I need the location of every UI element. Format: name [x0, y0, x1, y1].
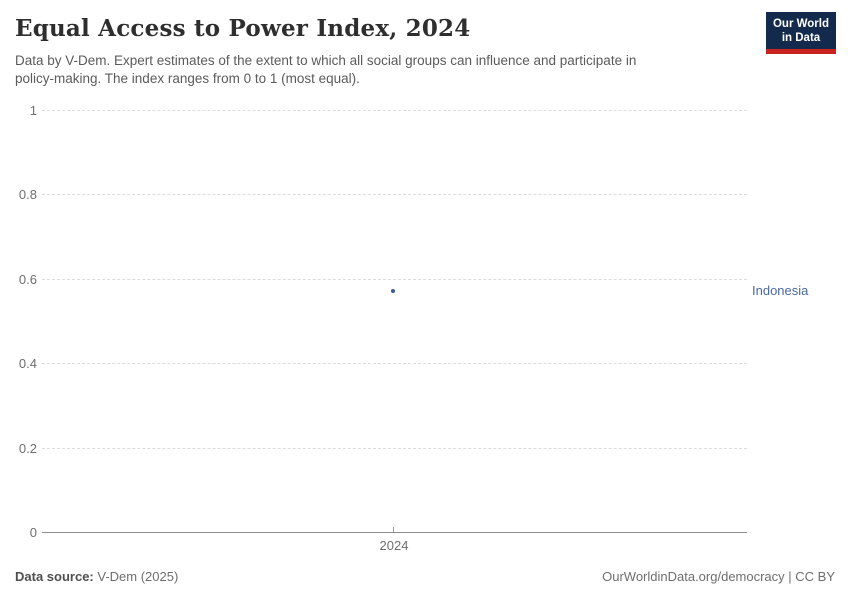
owid-logo[interactable]: Our World in Data [766, 12, 836, 54]
chart-footer: Data source: V-Dem (2025) OurWorldinData… [15, 569, 835, 584]
y-tick-label-1: 1 [29, 103, 37, 118]
y-tick-label-0: 0 [29, 525, 37, 540]
entity-label-indonesia[interactable]: Indonesia [752, 283, 809, 298]
license-link[interactable]: OurWorldinData.org/democracy | CC BY [602, 569, 835, 584]
page-title: Equal Access to Power Index, 2024 [15, 15, 471, 42]
y-tick-label-0.6: 0.6 [18, 272, 37, 287]
x-tick-label: 2024 [379, 538, 409, 553]
y-tick-label-0.4: 0.4 [18, 356, 37, 371]
y-tick-label-0.8: 0.8 [18, 187, 37, 202]
data-source-value: V-Dem (2025) [97, 569, 179, 584]
x-axis-line [42, 532, 747, 533]
subtitle-line-1: Data by V-Dem. Expert estimates of the e… [15, 53, 637, 68]
y-gridline-0.2 [42, 448, 747, 449]
owid-logo-accent-bar [766, 49, 836, 54]
data-source-label: Data source: [15, 569, 94, 584]
y-gridline-0.4 [42, 363, 747, 364]
y-gridline-1 [42, 110, 747, 111]
owid-logo-line-2: in Data [781, 32, 821, 44]
x-tick-mark [393, 527, 394, 532]
owid-logo-line-1: Our World [772, 18, 829, 30]
y-gridline-0.8 [42, 194, 747, 195]
owid-logo-text: Our World in Data [766, 12, 836, 49]
y-gridline-0.6 [42, 279, 747, 280]
data-source: Data source: V-Dem (2025) [15, 569, 178, 584]
data-point-indonesia[interactable] [391, 289, 395, 293]
y-tick-label-0.2: 0.2 [18, 441, 37, 456]
chart-subtitle: Data by V-Dem. Expert estimates of the e… [15, 52, 735, 88]
subtitle-line-2: policy-making. The index ranges from 0 t… [15, 71, 360, 86]
